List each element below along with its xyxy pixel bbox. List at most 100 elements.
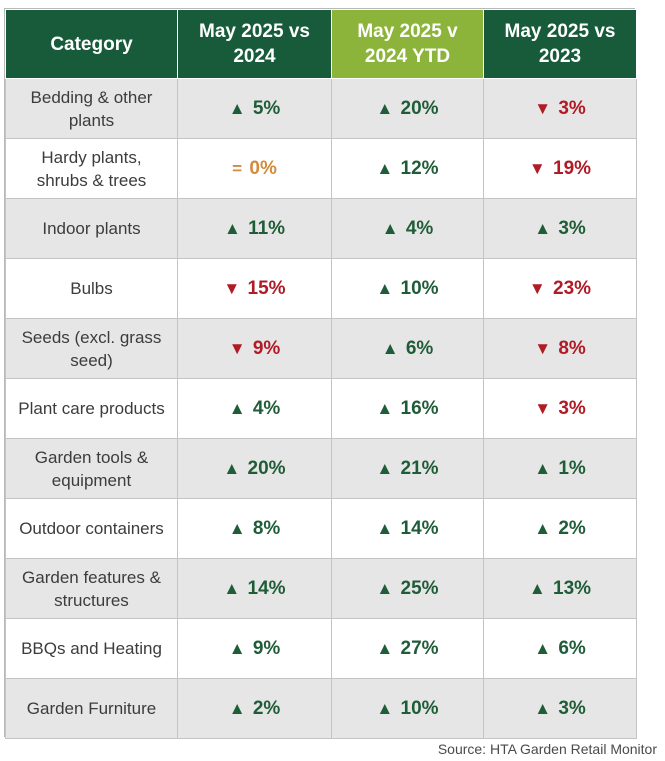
change-cell: ▲ 2% xyxy=(177,678,332,739)
table-row: Bulbs ▼ 15% ▲ 10% ▼ 23% xyxy=(5,258,637,319)
down-arrow-icon: ▼ xyxy=(534,98,552,118)
up-arrow-icon: ▲ xyxy=(534,638,552,658)
change-cell: ▼ 15% xyxy=(177,258,332,319)
up-arrow-icon: ▲ xyxy=(228,98,246,118)
up-arrow-icon: ▲ xyxy=(376,698,394,718)
change-value: 27% xyxy=(400,637,439,659)
change-cell: ▲ 3% xyxy=(483,678,637,739)
change-value: 10% xyxy=(400,277,439,299)
change-cell: ▲ 10% xyxy=(331,258,484,319)
header-category: Category xyxy=(5,9,178,79)
change-cell: ▲ 27% xyxy=(331,618,484,679)
change-cell: ▼ 23% xyxy=(483,258,637,319)
category-cell: Indoor plants xyxy=(5,198,178,259)
up-arrow-icon: ▲ xyxy=(534,218,552,238)
change-cell: ▼ 9% xyxy=(177,318,332,379)
up-arrow-icon: ▲ xyxy=(223,218,241,238)
change-cell: ▲ 20% xyxy=(331,78,484,139)
change-value: 10% xyxy=(400,697,439,719)
change-value: 2% xyxy=(558,517,586,539)
up-arrow-icon: ▲ xyxy=(376,518,394,538)
category-cell: Garden Furniture xyxy=(5,678,178,739)
category-cell: Plant care products xyxy=(5,378,178,439)
up-arrow-icon: ▲ xyxy=(376,158,394,178)
change-value: 1% xyxy=(558,457,586,479)
change-cell: ▲ 21% xyxy=(331,438,484,499)
change-value: 23% xyxy=(553,277,592,299)
down-arrow-icon: ▼ xyxy=(534,398,552,418)
up-arrow-icon: ▲ xyxy=(381,218,399,238)
table-header-row: Category May 2025 vs 2024 May 2025 v 202… xyxy=(5,9,637,79)
change-value: 6% xyxy=(558,637,586,659)
up-arrow-icon: ▲ xyxy=(223,458,241,478)
table-row: Hardy plants, shrubs & trees = 0% ▲ 12% ▼ 1… xyxy=(5,138,637,199)
change-cell: ▲ 16% xyxy=(331,378,484,439)
table-row: Outdoor containers ▲ 8% ▲ 14% ▲ 2% xyxy=(5,498,637,559)
change-value: 2% xyxy=(252,697,281,719)
change-value: 5% xyxy=(252,97,281,119)
change-value: 14% xyxy=(247,577,286,599)
change-cell: ▲ 11% xyxy=(177,198,332,259)
change-value: 3% xyxy=(558,697,586,719)
change-value: 19% xyxy=(553,157,592,179)
down-arrow-icon: ▼ xyxy=(223,278,241,298)
up-arrow-icon: ▲ xyxy=(228,638,246,658)
down-arrow-icon: ▼ xyxy=(528,158,546,178)
table-row: Plant care products ▲ 4% ▲ 16% ▼ 3% xyxy=(5,378,637,439)
change-cell: ▲ 4% xyxy=(331,198,484,259)
change-cell: ▼ 3% xyxy=(483,378,637,439)
change-value: 8% xyxy=(558,337,586,359)
change-value: 11% xyxy=(248,217,286,239)
up-arrow-icon: ▲ xyxy=(228,518,246,538)
change-value: 9% xyxy=(252,337,281,359)
change-cell: ▲ 13% xyxy=(483,558,637,619)
change-value: 9% xyxy=(252,637,281,659)
change-value: 25% xyxy=(400,577,439,599)
category-cell: Hardy plants, shrubs & trees xyxy=(5,138,178,199)
sales-comparison-table: Category May 2025 vs 2024 May 2025 v 202… xyxy=(5,9,637,739)
up-arrow-icon: ▲ xyxy=(376,278,394,298)
change-cell: ▲ 20% xyxy=(177,438,332,499)
category-cell: Bedding & other plants xyxy=(5,78,178,139)
change-cell: ▲ 14% xyxy=(331,498,484,559)
down-arrow-icon: ▼ xyxy=(534,338,552,358)
change-cell: ▼ 19% xyxy=(483,138,637,199)
change-value: 6% xyxy=(405,337,434,359)
category-cell: Outdoor containers xyxy=(5,498,178,559)
change-value: 3% xyxy=(558,397,586,419)
category-cell: BBQs and Heating xyxy=(5,618,178,679)
up-arrow-icon: ▲ xyxy=(534,518,552,538)
table-row: Garden Furniture ▲ 2% ▲ 10% ▲ 3% xyxy=(5,678,637,739)
table-row: BBQs and Heating ▲ 9% ▲ 27% ▲ 6% xyxy=(5,618,637,679)
up-arrow-icon: ▲ xyxy=(534,458,552,478)
sales-table-container: Category May 2025 vs 2024 May 2025 v 202… xyxy=(4,8,637,739)
category-cell: Garden tools & equipment xyxy=(5,438,178,499)
category-cell: Garden features & structures xyxy=(5,558,178,619)
change-value: 0% xyxy=(249,157,277,179)
change-cell: = 0% xyxy=(177,138,332,199)
category-cell: Seeds (excl. grass seed) xyxy=(5,318,178,379)
up-arrow-icon: ▲ xyxy=(528,578,546,598)
header-may-2025-vs-2024: May 2025 vs 2024 xyxy=(177,9,332,79)
change-cell: ▲ 14% xyxy=(177,558,332,619)
table-row: Seeds (excl. grass seed) ▼ 9% ▲ 6% ▼ 8% xyxy=(5,318,637,379)
table-row: Indoor plants ▲ 11% ▲ 4% ▲ 3% xyxy=(5,198,637,259)
change-cell: ▲ 12% xyxy=(331,138,484,199)
up-arrow-icon: ▲ xyxy=(381,338,399,358)
change-value: 15% xyxy=(247,277,286,299)
up-arrow-icon: ▲ xyxy=(228,398,246,418)
up-arrow-icon: ▲ xyxy=(534,698,552,718)
change-value: 14% xyxy=(400,517,439,539)
change-cell: ▲ 2% xyxy=(483,498,637,559)
change-value: 21% xyxy=(400,457,439,479)
change-cell: ▲ 8% xyxy=(177,498,332,559)
change-cell: ▼ 3% xyxy=(483,78,637,139)
change-cell: ▲ 9% xyxy=(177,618,332,679)
change-cell: ▼ 8% xyxy=(483,318,637,379)
category-cell: Bulbs xyxy=(5,258,178,319)
equals-icon: = xyxy=(232,158,243,178)
down-arrow-icon: ▼ xyxy=(528,278,546,298)
table-row: Bedding & other plants ▲ 5% ▲ 20% ▼ 3% xyxy=(5,78,637,139)
change-cell: ▲ 5% xyxy=(177,78,332,139)
change-cell: ▲ 6% xyxy=(483,618,637,679)
